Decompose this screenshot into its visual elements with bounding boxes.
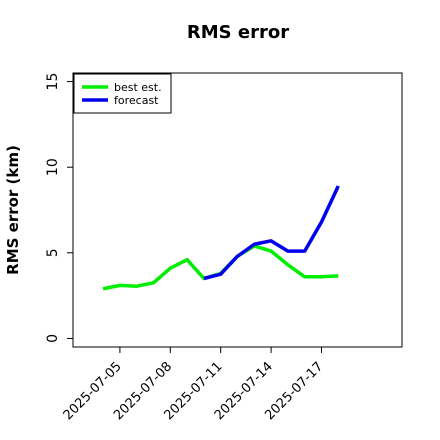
y-axis-label: RMS error (km) [4,145,22,275]
y-tick-label: 5 [45,248,61,257]
y-tick-label: 15 [45,73,61,91]
plot-frame [72,72,403,348]
legend-label: best est. [114,81,162,94]
chart-title: RMS error [187,22,289,43]
y-tick-label: 0 [45,334,61,343]
y-tick-label: 10 [45,158,61,176]
legend-box [73,73,172,114]
line-series [203,185,340,281]
legend-label: forecast [114,94,159,107]
